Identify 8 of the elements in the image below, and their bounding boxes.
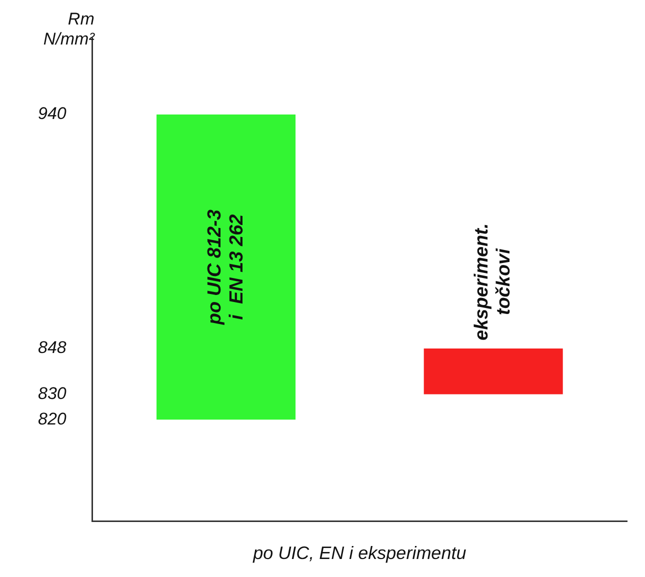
x-tick-label: eksperiment. točkovi [472, 223, 515, 340]
y-tick-label: 940 [38, 104, 67, 124]
x-tick-label: po UIC 812-3 i EN 13 262 [204, 209, 248, 326]
y-tick-label: 830 [38, 384, 67, 403]
x-axis-title: po UIC, EN i eksperimentu [252, 543, 466, 564]
y-axis-title: Rm N/mm² [43, 10, 96, 49]
y-tick-label: 820 [38, 409, 67, 428]
y-tick-label: 848 [38, 338, 67, 358]
